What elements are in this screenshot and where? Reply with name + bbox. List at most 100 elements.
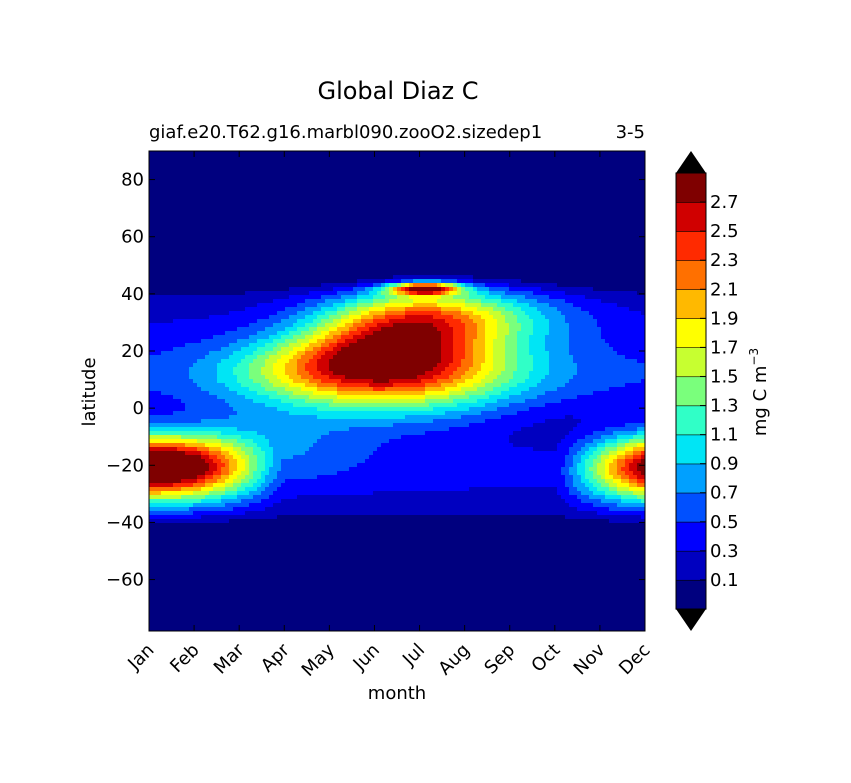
contour-cell xyxy=(413,263,418,268)
contour-cell xyxy=(185,199,190,204)
contour-cell xyxy=(173,271,178,276)
contour-cell xyxy=(397,195,402,200)
contour-cell xyxy=(353,183,358,188)
contour-cell xyxy=(477,279,482,284)
contour-cell xyxy=(517,195,522,200)
contour-cell xyxy=(449,155,454,160)
contour-cell xyxy=(489,223,494,228)
contour-cell xyxy=(193,255,198,260)
contour-cell xyxy=(213,163,218,168)
contour-cell xyxy=(497,159,502,164)
contour-cell xyxy=(541,295,546,300)
contour-cell xyxy=(281,263,286,268)
contour-cell xyxy=(497,303,502,308)
contour-cell xyxy=(205,203,210,208)
contour-cell xyxy=(497,271,502,276)
contour-cell xyxy=(333,219,338,224)
contour-cell xyxy=(529,299,534,304)
contour-cell xyxy=(201,175,206,180)
contour-cell xyxy=(185,283,190,288)
contour-cell xyxy=(309,183,314,188)
contour-cell xyxy=(325,235,330,240)
contour-cell xyxy=(505,207,510,212)
contour-cell xyxy=(509,199,514,204)
contour-cell xyxy=(517,211,522,216)
contour-cell xyxy=(421,187,426,192)
contour-cell xyxy=(569,203,574,208)
contour-cell xyxy=(617,275,622,280)
contour-cell xyxy=(541,287,546,292)
contour-cell xyxy=(541,275,546,280)
contour-cell xyxy=(249,191,254,196)
contour-cell xyxy=(637,211,642,216)
contour-cell xyxy=(285,275,290,280)
contour-cell xyxy=(573,159,578,164)
contour-cell xyxy=(405,307,410,312)
contour-cell xyxy=(477,219,482,224)
contour-cell xyxy=(217,295,222,300)
contour-cell xyxy=(525,187,530,192)
contour-cell xyxy=(581,303,586,308)
contour-cell xyxy=(533,195,538,200)
contour-cell xyxy=(309,187,314,192)
contour-cell xyxy=(485,267,490,272)
contour-cell xyxy=(329,227,334,232)
contour-cell xyxy=(337,231,342,236)
contour-cell xyxy=(257,255,262,260)
contour-cell xyxy=(401,239,406,244)
contour-cell xyxy=(333,255,338,260)
contour-cell xyxy=(561,167,566,172)
contour-cell xyxy=(481,175,486,180)
contour-cell xyxy=(345,303,350,308)
contour-cell xyxy=(449,279,454,284)
contour-cell xyxy=(541,151,546,156)
contour-cell xyxy=(185,175,190,180)
contour-cell xyxy=(629,259,634,264)
contour-cell xyxy=(533,263,538,268)
contour-cell xyxy=(249,151,254,156)
contour-cell xyxy=(621,235,626,240)
contour-cell xyxy=(469,219,474,224)
contour-cell xyxy=(509,291,514,296)
contour-cell xyxy=(273,151,278,156)
contour-cell xyxy=(153,299,158,304)
contour-cell xyxy=(165,163,170,168)
contour-cell xyxy=(577,291,582,296)
contour-cell xyxy=(365,183,370,188)
contour-cell xyxy=(493,195,498,200)
contour-cell xyxy=(401,187,406,192)
contour-cell xyxy=(353,235,358,240)
contour-cell xyxy=(181,163,186,168)
contour-cell xyxy=(373,279,378,284)
contour-cell xyxy=(429,231,434,236)
contour-cell xyxy=(637,171,642,176)
contour-cell xyxy=(577,287,582,292)
contour-cell xyxy=(341,175,346,180)
contour-cell xyxy=(377,299,382,304)
contour-cell xyxy=(637,243,642,248)
contour-cell xyxy=(213,307,218,312)
contour-cell xyxy=(257,151,262,156)
contour-cell xyxy=(445,199,450,204)
contour-cell xyxy=(277,227,282,232)
contour-cell xyxy=(485,203,490,208)
contour-cell xyxy=(277,303,282,308)
contour-cell xyxy=(185,263,190,268)
contour-cell xyxy=(241,227,246,232)
contour-cell xyxy=(161,271,166,276)
contour-cell xyxy=(409,223,414,228)
contour-cell xyxy=(433,235,438,240)
contour-cell xyxy=(241,155,246,160)
contour-cell xyxy=(485,219,490,224)
contour-cell xyxy=(541,227,546,232)
contour-cell xyxy=(237,279,242,284)
contour-cell xyxy=(373,303,378,308)
contour-cell xyxy=(361,235,366,240)
contour-cell xyxy=(557,255,562,260)
contour-cell xyxy=(489,307,494,312)
contour-cell xyxy=(557,219,562,224)
contour-cell xyxy=(205,215,210,220)
contour-cell xyxy=(317,207,322,212)
contour-cell xyxy=(301,291,306,296)
contour-cell xyxy=(213,215,218,220)
